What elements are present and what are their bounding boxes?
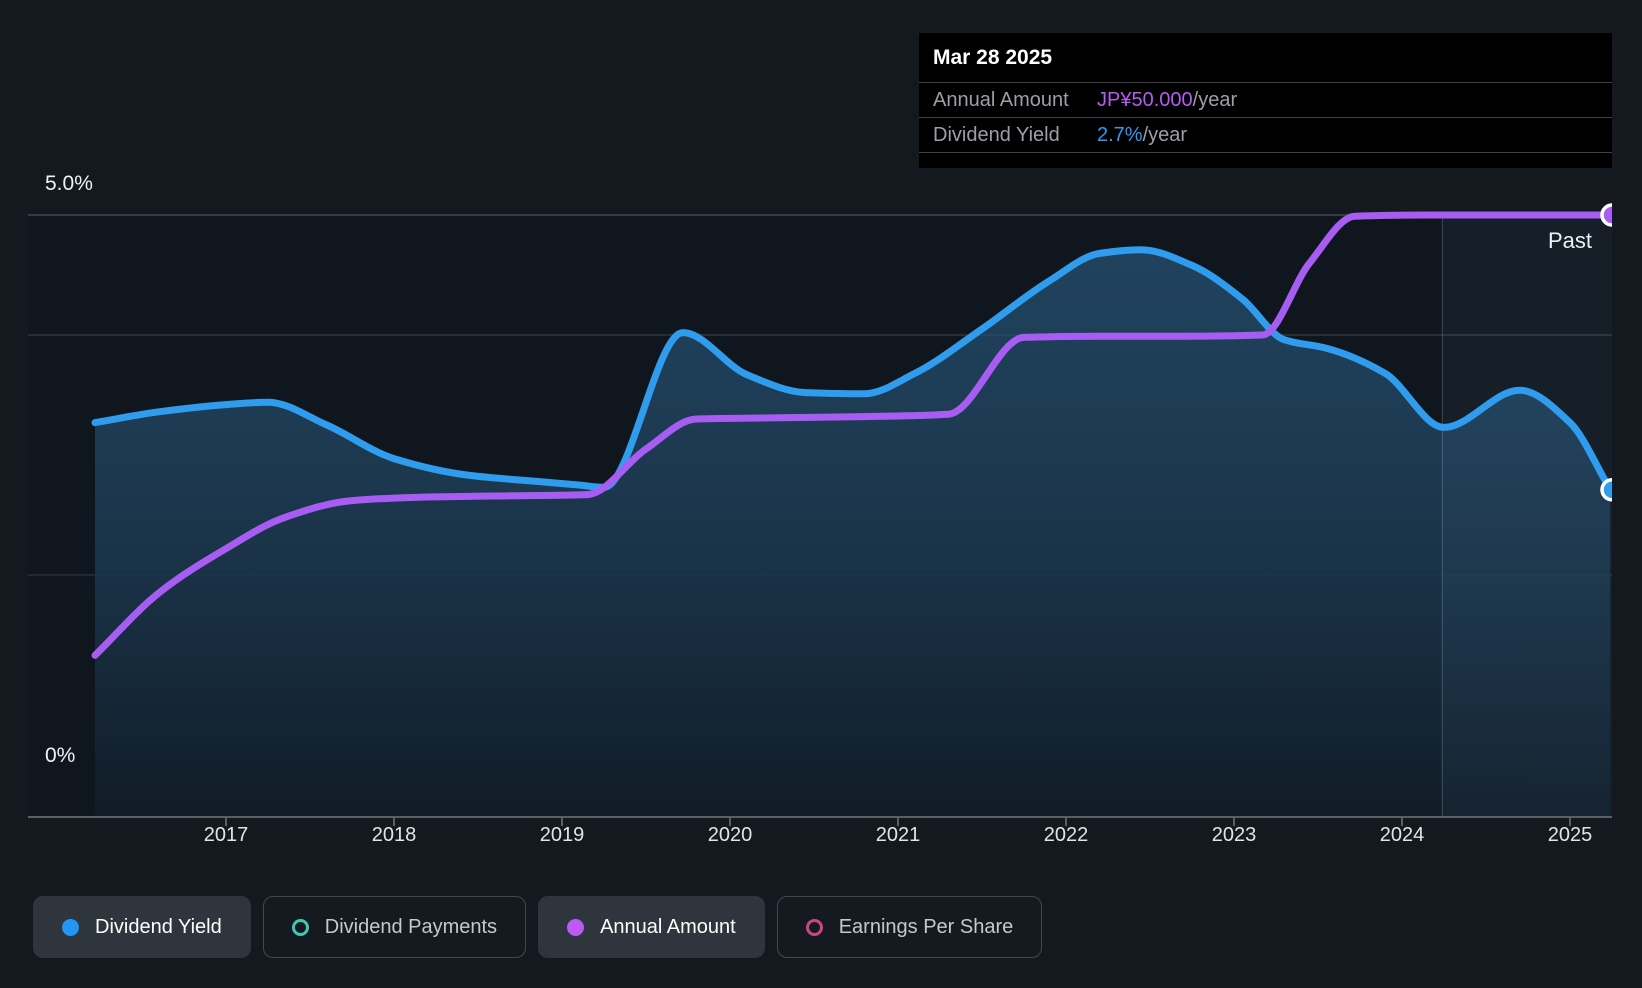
series-ring-icon	[291, 918, 309, 936]
y-axis-label-top: 5.0%	[45, 172, 93, 195]
legend-button-label: Dividend Payments	[324, 915, 498, 938]
tooltip-row-suffix: /year	[1192, 88, 1238, 111]
x-axis-label-2023: 2023	[1211, 824, 1257, 846]
x-axis-label-2017: 2017	[203, 824, 249, 846]
x-axis-label-2020: 2020	[707, 824, 753, 846]
annual-amount-endpoint	[1600, 203, 1612, 227]
chart-area[interactable]	[0, 0, 1642, 860]
legend-button-earnings-per-share[interactable]: Earnings Per Share	[776, 896, 1043, 958]
tooltip-row-value: JP¥50.000	[1097, 88, 1193, 111]
tooltip-row-label: Dividend Yield	[933, 123, 1060, 146]
legend-button-annual-amount[interactable]: Annual Amount	[538, 896, 765, 958]
x-axis-label-2022: 2022	[1043, 824, 1089, 846]
x-axis-label-2021: 2021	[875, 824, 921, 846]
past-year-band	[1442, 215, 1612, 817]
y-axis-label-bottom: 0%	[45, 744, 76, 767]
legend-button-dividend-payments[interactable]: Dividend Payments	[262, 896, 527, 958]
tooltip: Mar 28 2025 Annual Amount JP¥50.000/year D…	[919, 33, 1612, 168]
x-axis-label-2025: 2025	[1547, 824, 1593, 846]
legend-button-label: Dividend Yield	[95, 915, 222, 938]
dividend-yield-line	[91, 246, 1612, 494]
series-dot-icon	[62, 918, 79, 936]
dividend-yield-endpoint	[1600, 478, 1612, 502]
legend-button-dividend-yield[interactable]: Dividend Yield	[33, 896, 251, 958]
x-axis-label-2019: 2019	[539, 824, 585, 846]
tooltip-row-label: Annual Amount	[933, 88, 1069, 111]
legend-button-label: Annual Amount	[600, 915, 736, 938]
past-label: Past	[1547, 228, 1592, 253]
tooltip-row-value: 2.7%	[1097, 123, 1143, 146]
series-dot-icon	[567, 918, 585, 936]
legend: Dividend Yield Dividend Payments Annual Am…	[33, 896, 1043, 958]
series-ring-icon	[805, 918, 823, 936]
tooltip-date: Mar 28 2025	[919, 33, 1612, 83]
annual-amount-line	[91, 211, 1612, 659]
tooltip-row: Annual Amount JP¥50.000/year	[919, 83, 1612, 118]
tooltip-row-suffix: /year	[1142, 123, 1188, 146]
legend-button-label: Earnings Per Share	[838, 915, 1014, 938]
x-axis-label-2024: 2024	[1379, 824, 1425, 846]
x-axis-label-2018: 2018	[371, 824, 417, 846]
dividend-yield-area	[94, 249, 1611, 818]
tooltip-row: Dividend Yield 2.7%/year	[919, 118, 1612, 153]
